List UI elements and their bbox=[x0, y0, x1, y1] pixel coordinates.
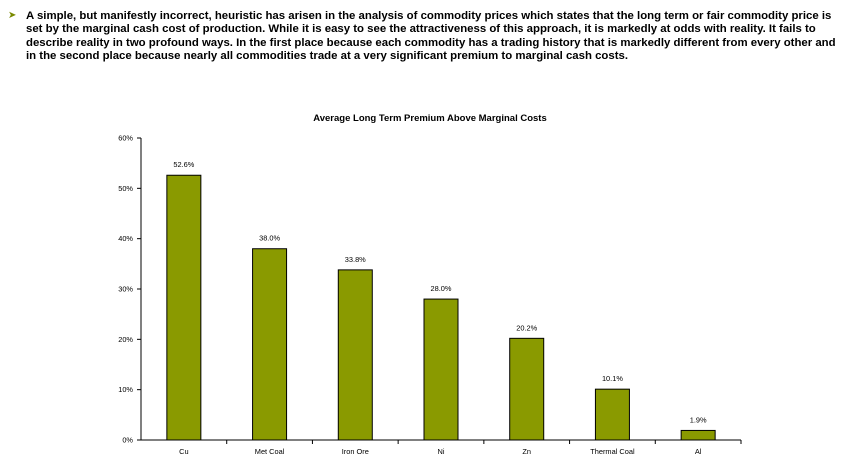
y-tick-label: 50% bbox=[118, 184, 133, 193]
chart-title: Average Long Term Premium Above Marginal… bbox=[313, 113, 547, 124]
data-label: 52.6% bbox=[173, 160, 194, 169]
chart-labels: 52.6% Cu 38.0% Met Coal 33.8% Iron Ore 28.0% Ni… bbox=[173, 160, 707, 456]
y-tick-label: 10% bbox=[118, 385, 133, 394]
x-tick-label: Met Coal bbox=[255, 447, 285, 456]
data-label: 10.1% bbox=[602, 374, 623, 383]
bar-thermal-coal bbox=[594, 388, 630, 441]
bullet-paragraph: ➤ A simple, but manifestly incorrect, he… bbox=[8, 10, 848, 64]
y-tick-label: 0% bbox=[122, 436, 133, 445]
y-tick-label: 40% bbox=[118, 234, 133, 243]
data-label: 28.0% bbox=[431, 284, 452, 293]
y-tick-label: 60% bbox=[118, 134, 133, 143]
x-tick-label: Iron Ore bbox=[342, 447, 369, 456]
x-tick-label: Thermal Coal bbox=[590, 447, 635, 456]
data-label: 33.8% bbox=[345, 255, 366, 264]
y-tick-label: 20% bbox=[118, 335, 133, 344]
data-label: 1.9% bbox=[690, 415, 707, 424]
bullet-text: A simple, but manifestly incorrect, heur… bbox=[26, 10, 836, 63]
x-tick-label: Cu bbox=[179, 447, 188, 456]
x-tick-label: Ni bbox=[438, 447, 445, 456]
bar-iron-ore bbox=[337, 269, 373, 441]
y-tick-label: 30% bbox=[118, 285, 133, 294]
bar-ni bbox=[423, 298, 459, 441]
bar-al bbox=[680, 429, 716, 441]
data-label: 20.2% bbox=[516, 323, 537, 332]
x-tick-label: Al bbox=[695, 447, 702, 456]
bar-zn bbox=[509, 337, 545, 441]
bar-cu bbox=[166, 174, 202, 441]
data-label: 38.0% bbox=[259, 234, 280, 243]
x-tick-label: Zn bbox=[522, 447, 531, 456]
bar-met-coal bbox=[252, 248, 288, 441]
chart-bars bbox=[166, 174, 716, 441]
arrow-bullet-icon: ➤ bbox=[8, 10, 17, 21]
